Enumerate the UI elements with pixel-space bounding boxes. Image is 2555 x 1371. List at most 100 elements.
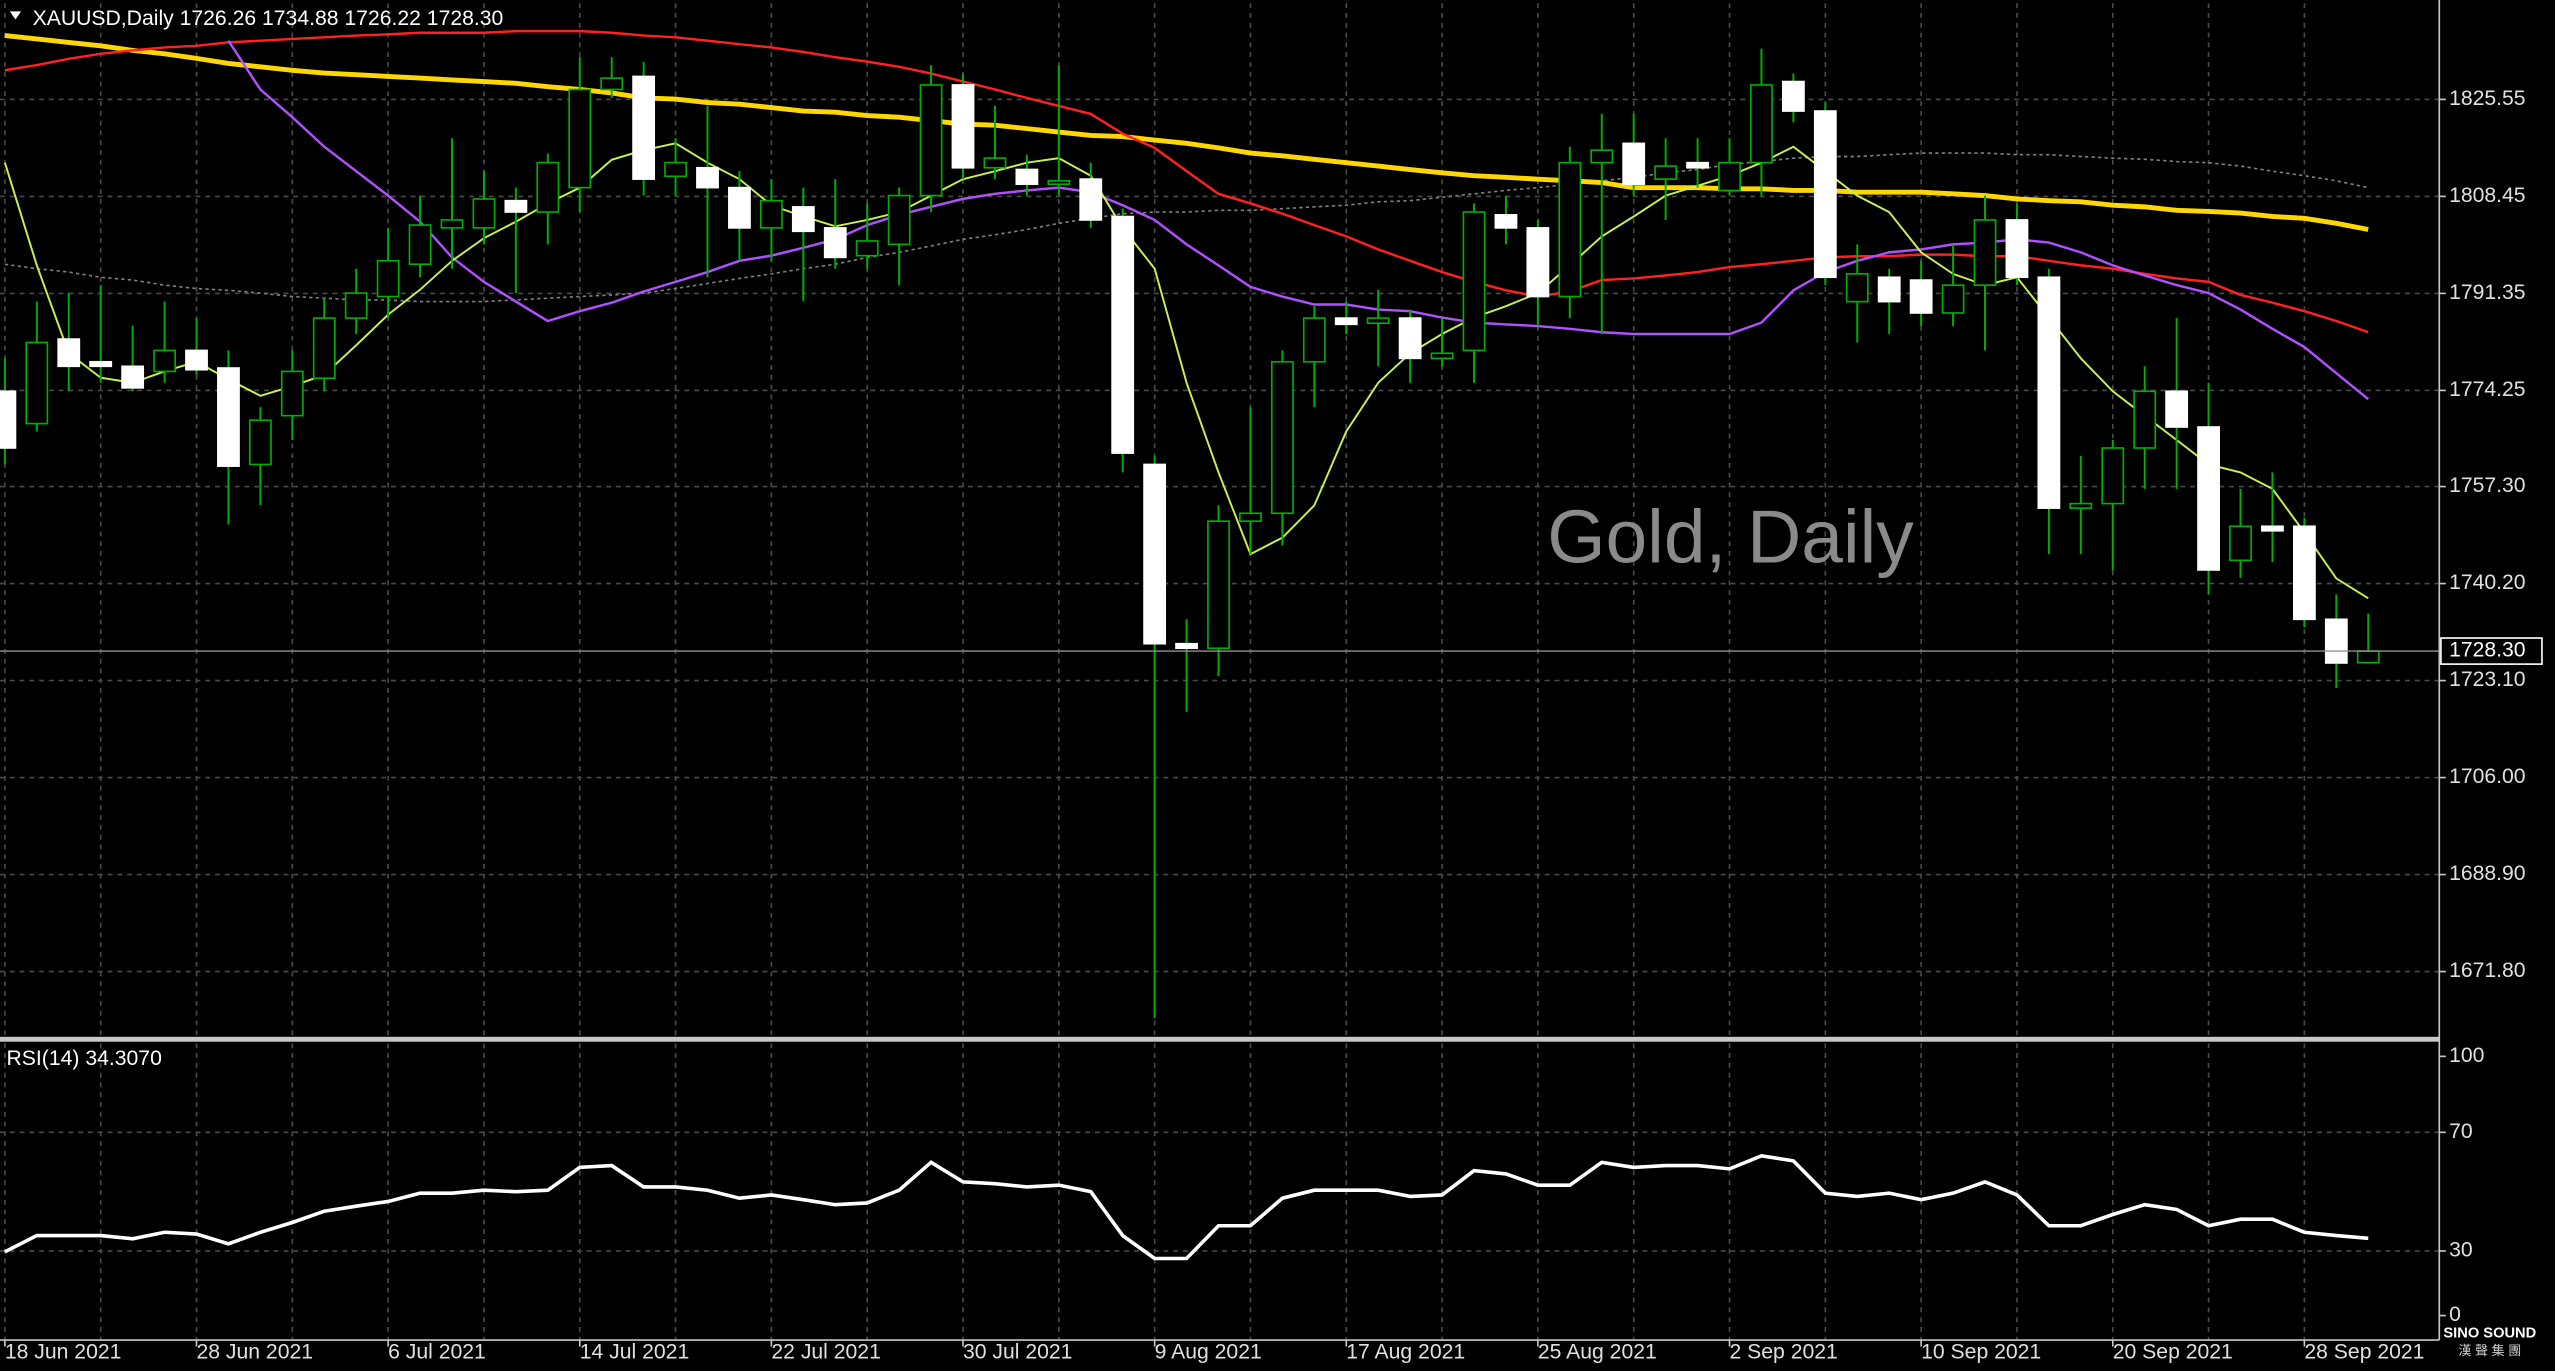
candle-body <box>408 224 432 266</box>
candle-body <box>2197 426 2220 571</box>
candle-body <box>632 75 656 180</box>
candle-body <box>919 84 943 197</box>
candle-body <box>2101 447 2125 505</box>
candle-body <box>1494 214 1518 229</box>
x-tick-label: 22 Jul 2021 <box>771 1341 880 1364</box>
candle-body <box>1654 165 1678 180</box>
candle-body <box>2005 219 2029 279</box>
candle-body <box>1941 284 1965 314</box>
candle-body <box>1686 161 1709 169</box>
x-tick-label: 9 Aug 2021 <box>1155 1341 1262 1364</box>
moving-average <box>4 33 2369 232</box>
candle-body <box>759 199 783 229</box>
candle-body <box>1111 215 1135 454</box>
candle-body <box>185 349 208 371</box>
candle-body <box>1398 317 1422 360</box>
y-tick-label: 100 <box>2449 1044 2484 1067</box>
y-tick-label: 1825.55 <box>2449 87 2526 110</box>
candle-body <box>153 349 176 373</box>
candle-body <box>1143 463 1167 645</box>
candle-body <box>1877 276 1901 303</box>
candle-body <box>855 240 879 257</box>
candle-body <box>983 157 1007 169</box>
candle-body <box>1207 520 1230 650</box>
candle-body <box>2069 502 2093 509</box>
candle-body <box>1047 179 1071 186</box>
candle-body <box>1718 161 1741 192</box>
x-tick-label: 2 Sep 2021 <box>1730 1341 1838 1364</box>
candle-body <box>791 206 815 233</box>
candle-body <box>951 84 975 169</box>
candle-body <box>1302 317 1326 363</box>
grid <box>0 3 2440 1341</box>
candle-body <box>280 370 304 417</box>
y-tick-label: 1774.25 <box>2449 378 2526 401</box>
candle-body <box>1781 80 1805 112</box>
candle-body <box>440 219 464 229</box>
candle-body <box>312 317 336 380</box>
x-tick-label: 14 Jul 2021 <box>580 1341 689 1364</box>
candle-body <box>823 227 847 259</box>
candle-body <box>0 390 17 449</box>
candle-body <box>1973 219 1997 287</box>
logo: SINO SOUND <box>2443 1325 2536 1341</box>
candle-body <box>1270 360 1294 515</box>
x-tick-label: 10 Sep 2021 <box>1921 1341 2041 1364</box>
candle-body <box>1462 211 1486 352</box>
candle-body <box>2261 525 2284 532</box>
candle-body <box>504 199 528 213</box>
candle-body <box>1334 317 1358 326</box>
candle-body <box>376 259 400 298</box>
candle-body <box>1430 352 1454 360</box>
candle-body <box>25 341 49 425</box>
candle-body <box>2165 390 2189 428</box>
candle-body <box>1813 110 1837 279</box>
candle-body <box>1015 168 1039 186</box>
y-tick-label: 1723.10 <box>2449 668 2526 691</box>
candle-body <box>1526 227 1550 298</box>
current-price-label: 1728.30 <box>2449 639 2526 662</box>
x-tick-label: 28 Sep 2021 <box>2304 1341 2424 1364</box>
candle-body <box>248 419 272 466</box>
candle-body <box>2292 525 2316 621</box>
candle-body <box>600 77 624 91</box>
candle-body <box>536 161 560 213</box>
y-tick-label: 1808.45 <box>2449 184 2526 207</box>
candle-body <box>696 166 719 189</box>
candle-body <box>1750 84 1773 164</box>
y-tick-label: 1688.90 <box>2449 862 2526 885</box>
chart-header: XAUUSD,Daily 1726.26 1734.88 1726.22 172… <box>33 7 504 30</box>
candle-body <box>1590 149 1614 164</box>
indicator-label: RSI(14) 34.3070 <box>7 1047 162 1070</box>
candle-body <box>1079 178 1103 221</box>
x-tick-label: 17 Aug 2021 <box>1346 1341 1465 1364</box>
candle-body <box>664 161 687 178</box>
menu-icon <box>9 11 22 20</box>
candle-body <box>1366 317 1390 325</box>
candle-body <box>1239 512 1262 522</box>
pane-separator <box>0 1036 2440 1042</box>
candle-body <box>344 292 368 319</box>
current-price-box <box>2440 637 2543 665</box>
candle-body <box>568 88 592 189</box>
candle-body <box>217 367 240 467</box>
y-tick-label: 1757.30 <box>2449 474 2526 497</box>
candle-body <box>887 194 911 246</box>
x-tick-label: 25 Aug 2021 <box>1538 1341 1657 1364</box>
candle-body <box>2356 650 2380 664</box>
y-tick-label: 1740.20 <box>2449 571 2526 594</box>
candle-body <box>472 198 496 229</box>
watermark: Gold, Daily <box>1547 495 1914 579</box>
y-tick-label: 1671.80 <box>2449 959 2526 982</box>
indicator-line <box>4 1153 2369 1261</box>
candle-body <box>2229 525 2252 562</box>
candle-body <box>1845 273 1869 303</box>
plot <box>0 29 2440 1261</box>
candle-body <box>1909 279 1933 314</box>
y-tick-label: 1791.35 <box>2449 281 2526 304</box>
moving-average <box>4 152 2369 303</box>
y-tick-label: 70 <box>2449 1120 2473 1143</box>
candle-body <box>89 360 113 368</box>
x-tick-label: 30 Jul 2021 <box>963 1341 1072 1364</box>
